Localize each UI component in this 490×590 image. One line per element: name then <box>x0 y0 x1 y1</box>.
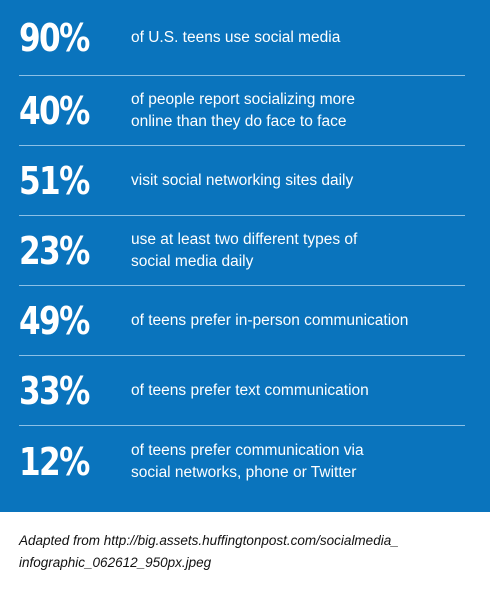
stat-percent: 23% <box>19 228 90 273</box>
stat-description-line: of U.S. teens use social media <box>131 28 341 46</box>
stat-description-line: online than they do face to face <box>131 112 347 130</box>
caption-line: infographic_062612_950px.jpeg <box>19 555 212 570</box>
stat-description: of U.S. teens use social media <box>131 27 340 49</box>
stat-row: 40% of people report socializing more on… <box>19 76 465 146</box>
stat-percent: 40% <box>19 88 90 133</box>
stat-description: of teens prefer in-person communication <box>131 310 408 332</box>
stat-percent: 90% <box>19 15 90 60</box>
stat-row: 33% of teens prefer text communication <box>19 356 465 426</box>
stat-description: use at least two different types of soci… <box>131 229 357 273</box>
source-caption: Adapted from http://big.assets.huffingto… <box>19 530 479 574</box>
stat-description-line: of people report socializing more <box>131 90 356 108</box>
stat-percent: 51% <box>19 158 90 203</box>
stat-description-line: social networks, phone or Twitter <box>131 464 357 481</box>
stat-description: of teens prefer text communication <box>131 380 369 402</box>
stat-row: 23% use at least two different types of … <box>19 216 465 286</box>
stat-description-line: of teens prefer communication via <box>131 442 364 459</box>
stat-percent: 49% <box>19 298 90 343</box>
stat-description-line: social media daily <box>131 252 254 270</box>
stat-description: of people report socializing more online… <box>131 89 355 133</box>
stat-row: 90% of U.S. teens use social media <box>19 0 465 76</box>
stat-description-line: visit social networking sites daily <box>131 171 354 189</box>
stat-description-line: use at least two different types of <box>131 230 358 248</box>
stat-description: visit social networking sites daily <box>131 170 353 192</box>
stat-row: 12% of teens prefer communication via so… <box>19 426 465 498</box>
stat-row: 49% of teens prefer in-person communicat… <box>19 286 465 356</box>
stat-description: of teens prefer communication via social… <box>131 440 364 484</box>
stat-row: 51% visit social networking sites daily <box>19 146 465 216</box>
caption-line: Adapted from http://big.assets.huffingto… <box>19 533 399 548</box>
stats-panel: 90% of U.S. teens use social media 40% o… <box>0 0 490 512</box>
stat-description-line: of teens prefer text communication <box>131 381 369 399</box>
stat-description-line: of teens prefer in-person communication <box>131 311 409 329</box>
stat-percent: 33% <box>19 368 90 413</box>
stat-percent: 12% <box>19 440 90 484</box>
